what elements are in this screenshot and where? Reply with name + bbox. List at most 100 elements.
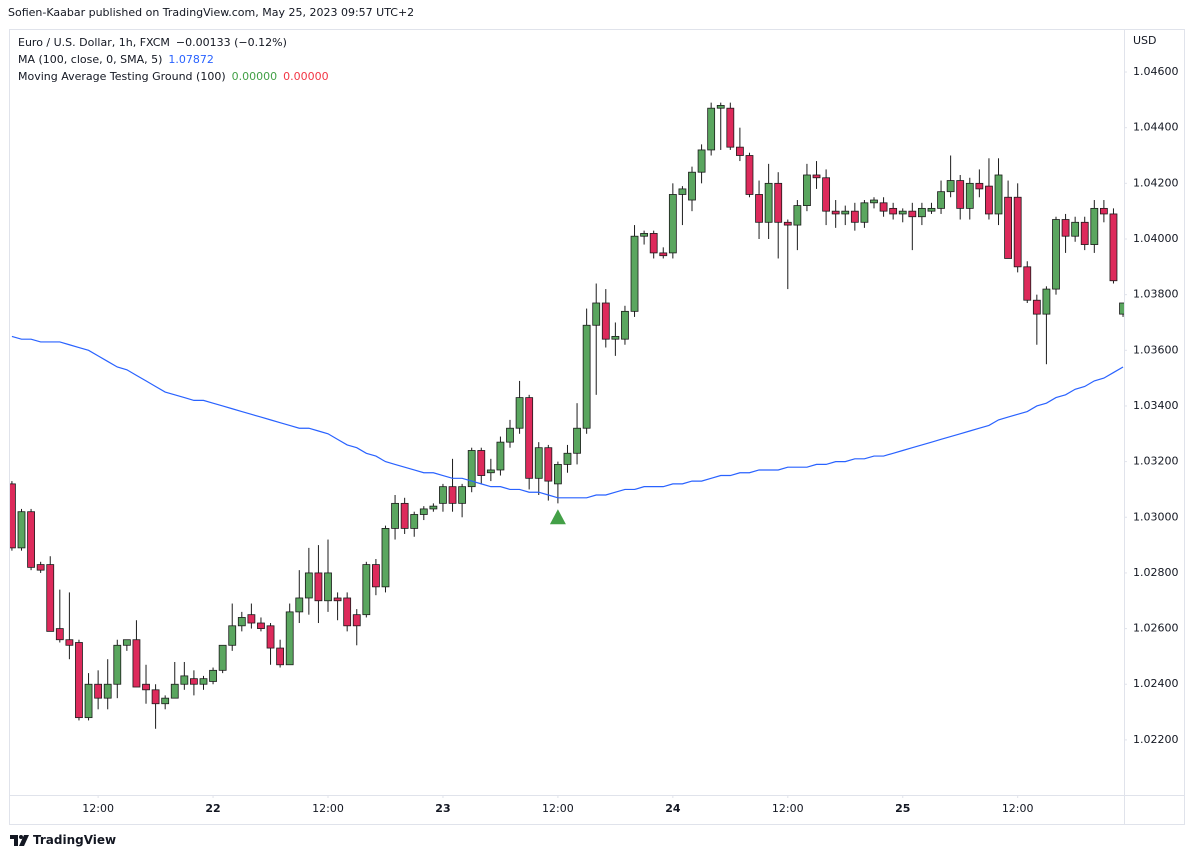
x-tick-label: 25 [895,802,910,815]
candle-body [391,502,399,529]
candle-body [343,597,352,627]
candle-body [429,505,438,510]
candle-body [927,207,936,212]
candle-body [783,221,792,226]
candle-body [764,182,773,223]
candle-body [917,207,926,218]
candle-body [458,486,467,504]
buy-signal [549,509,566,525]
candle-body [10,483,16,549]
candle-body [668,194,677,254]
price-change: −0.00133 (−0.12%) [175,36,287,49]
candle-body [467,450,476,488]
candle-body [27,511,35,568]
candle-body [276,647,285,666]
ma-readout: 1.07872 [168,53,214,66]
candle-body [314,572,323,602]
plot-area [10,102,1124,729]
candle-body [841,210,850,215]
candle-body [496,441,505,471]
candle-body [755,194,763,223]
candle-body [448,486,457,504]
candle-body [477,450,486,476]
candle-body [486,469,495,474]
indicator-row: Moving Average Testing Ground (100) 0.00… [18,68,329,85]
candle-body [630,235,639,312]
candle-body [563,452,572,465]
candle-body [611,335,620,340]
candle-body [697,149,706,173]
candle-body [640,233,649,237]
candle-body [726,107,735,148]
candle-body [822,177,831,212]
x-tick-label: 23 [435,802,450,815]
x-tick-label: 12:00 [312,802,344,815]
candle-body [1013,196,1022,268]
y-tick-label: 1.03200 [1133,455,1179,468]
candle-body [285,611,294,666]
y-tick-label: 1.03400 [1133,399,1179,412]
candle-body [1032,299,1041,315]
candle-body [304,572,313,599]
candle-body [975,182,984,190]
candle-body [850,210,859,223]
candle-body [381,528,390,588]
y-tick-label: 1.02400 [1133,677,1179,690]
candle-body [161,697,170,705]
candle-body [716,105,725,109]
candle-body [879,202,888,212]
candle-body [247,614,256,624]
candle-body [898,210,907,215]
candle-body [199,678,208,685]
ma-name: MA (100, close, 0, SMA, 5) [18,53,163,66]
candle-body [908,210,917,218]
indicator-readout: 0.00000 [283,70,329,83]
candle-body [573,427,581,454]
candle-body [1071,221,1080,237]
candle-body [84,683,93,719]
candle-body [36,564,45,571]
candle-body [534,447,543,479]
candle-body [1080,221,1089,245]
candle-body [506,427,514,443]
candle-body [1099,207,1108,215]
candle-body [515,397,524,429]
candle-body [688,171,696,201]
candle-body [266,625,275,649]
legend: Euro / U.S. Dollar, 1h, FXCM −0.00133 (−… [18,34,329,85]
candle-body [1023,266,1032,301]
candle-body [735,146,744,156]
candle-body [94,683,103,699]
y-tick-label: 1.02600 [1133,622,1179,635]
candle-body [1109,213,1118,282]
candle-body [659,252,668,257]
x-tick-label: 12:00 [1002,802,1034,815]
candle-body [1052,219,1060,290]
y-tick-label: 1.03000 [1133,510,1179,523]
candle-body [649,233,658,254]
candle-body [151,689,160,705]
x-tick-label: 24 [665,802,681,815]
x-tick-label: 12:00 [772,802,804,815]
footer-brand: TradingView [33,833,117,847]
candle-body [793,205,802,226]
indicator-name: Moving Average Testing Ground (100) [18,70,226,83]
candle-body [17,511,26,549]
y-tick-label: 1.04200 [1133,176,1179,189]
candle-body [621,310,629,340]
candle-body [190,678,198,685]
candle-body [544,447,553,482]
candle-body [209,669,217,682]
candle-body [812,174,821,179]
candle-body [745,155,754,195]
candle-body [1061,219,1070,237]
candle-body [439,486,447,504]
candle-body [55,628,64,641]
symbol-row: Euro / U.S. Dollar, 1h, FXCM −0.00133 (−… [18,34,329,51]
candle-body [1042,288,1051,315]
candle-body [218,644,227,671]
candle-body [554,463,562,485]
candle-body [774,182,783,223]
